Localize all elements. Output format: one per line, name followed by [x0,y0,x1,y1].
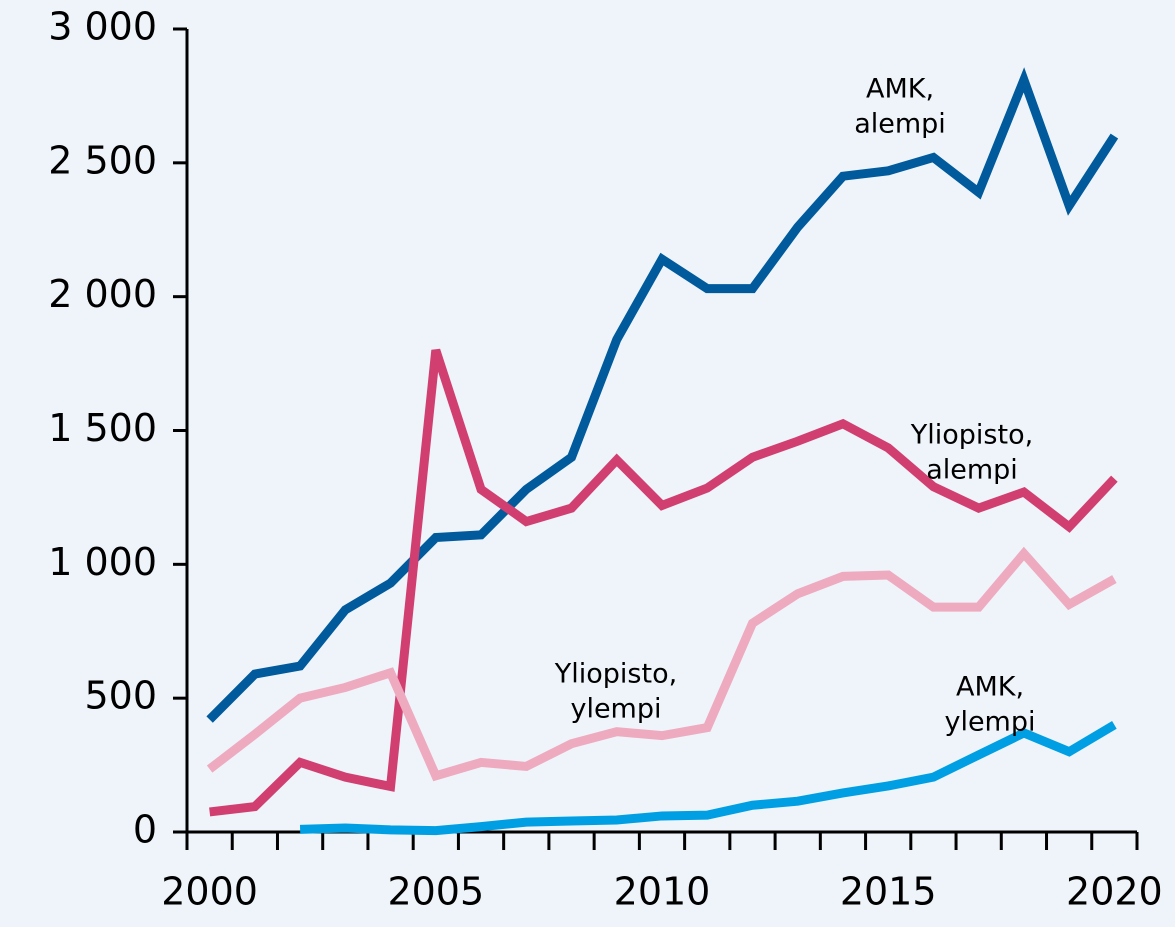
x-tick-label: 2010 [614,870,711,914]
y-tick-label: 1 000 [48,540,157,584]
y-tick-label: 1 500 [48,406,157,450]
series-line [299,721,1117,836]
series-label: Yliopisto, [910,420,1033,451]
series-label: AMK, [866,74,934,105]
series-line [206,67,1119,723]
y-tick-label: 0 [133,808,157,852]
series-line [209,348,1118,817]
y-tick-label: 2 500 [48,138,157,182]
x-tick-label: 2000 [161,870,258,914]
series-label: ylempi [570,694,661,725]
y-tick-label: 2 000 [48,272,157,316]
x-tick-label: 2005 [387,870,484,914]
x-tick-label: 2020 [1066,870,1163,914]
series-label: alempi [854,109,946,140]
y-tick-label: 500 [84,674,157,718]
series-label: ylempi [944,707,1035,738]
series-label: alempi [926,455,1018,486]
x-tick-label: 2015 [840,870,937,914]
series-label: Yliopisto, [554,659,677,690]
y-tick-label: 3 000 [48,5,157,49]
series-label: AMK, [956,672,1024,703]
series-line [206,546,1117,782]
